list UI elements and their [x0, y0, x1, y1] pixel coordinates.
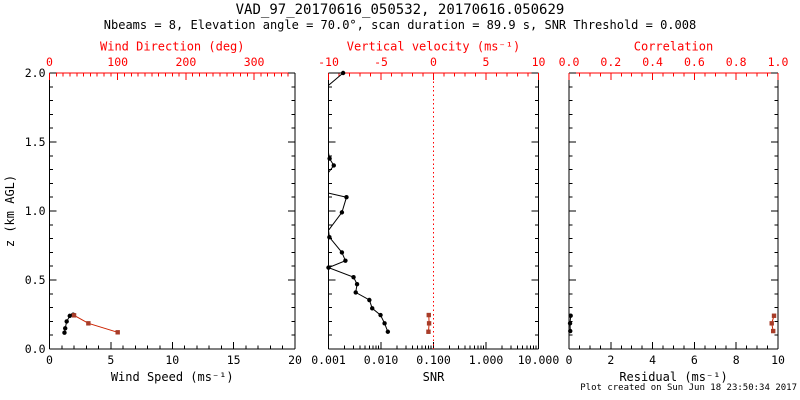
data-point-marker: [367, 297, 372, 303]
x-tick-label-top: -5: [374, 55, 388, 69]
x-tick-label-top: 0.0: [559, 55, 580, 69]
data-point-marker: [568, 328, 573, 334]
data-point-marker: [327, 235, 332, 240]
data-point-marker: [353, 290, 358, 295]
series-vertical-velocity: [426, 312, 432, 334]
x-axis-title-bottom: Wind Speed (ms⁻¹): [111, 370, 234, 384]
data-point-marker: [86, 321, 91, 326]
series-correlation: [769, 313, 777, 334]
data-point-marker: [426, 321, 432, 326]
data-point-marker: [351, 275, 356, 280]
x-tick-label-top: 0: [430, 55, 437, 69]
data-point-marker: [344, 195, 349, 200]
data-point-marker: [339, 250, 345, 255]
x-tick-label-top: 0.6: [684, 55, 705, 69]
series-line: [327, 72, 389, 332]
x-tick-label-bottom: 0: [566, 353, 573, 367]
plot-created-timestamp: Plot created on Sun Jun 18 23:50:34 2017: [580, 383, 797, 393]
series-snr-profile: [326, 70, 391, 334]
x-tick-label-top: 200: [175, 55, 196, 69]
x-tick-label-top: 0.2: [600, 55, 621, 69]
x-tick-label-bottom: 1.000: [469, 353, 504, 367]
data-point-marker: [354, 281, 360, 287]
x-tick-label-bottom: 0.001: [311, 353, 346, 367]
x-tick-label-bottom: 2: [607, 353, 614, 367]
x-axis-title-top: Vertical velocity (ms⁻¹): [347, 40, 520, 54]
data-point-marker: [370, 306, 375, 311]
x-tick-label-top: 1.0: [768, 55, 789, 69]
data-point-marker: [567, 321, 573, 326]
x-tick-label-top: 10: [532, 55, 546, 69]
y-tick-label: 0.0: [25, 342, 46, 356]
data-point-marker: [71, 313, 77, 318]
x-tick-label-bottom: 0: [46, 353, 53, 367]
plot-subtitle: Nbeams = 8, Elevation angle = 70.0°, sca…: [103, 18, 697, 32]
x-axis-title-bottom: SNR: [423, 370, 445, 384]
panel-residual: 0 2 4 6 8 10 Residual (ms⁻¹) 0.0 0.2 0.4 0.6 0.8 1.0…: [559, 40, 789, 385]
x-tick-label-bottom: 10.000: [518, 353, 560, 367]
data-point-marker: [340, 70, 346, 76]
data-point-marker: [67, 313, 72, 319]
x-tick-label-bottom: 8: [733, 353, 740, 367]
data-point-marker: [770, 328, 776, 334]
panel-wind: 0.0 0.5 1.0 1.5 2.0 z (km AGL) 0 5 10 15 20 Wind Sp…: [3, 40, 302, 385]
x-tick-label-bottom: 10: [165, 353, 179, 367]
data-point-marker: [327, 156, 332, 161]
y-tick-label: 0.5: [25, 273, 46, 287]
series-wind-direction: [71, 313, 120, 335]
plot-title: VAD_97_20170616_050532, 20170616.050629: [235, 2, 565, 18]
y-axis-title: z (km AGL): [3, 175, 17, 247]
y-tick-label: 2.0: [25, 66, 46, 80]
x-axis-title-bottom: Residual (ms⁻¹): [619, 370, 727, 384]
data-point-marker: [326, 265, 331, 270]
x-tick-label-bottom: 20: [288, 353, 302, 367]
data-point-marker: [378, 312, 383, 318]
data-point-marker: [382, 321, 387, 326]
x-tick-label-bottom: 0.100: [416, 353, 451, 367]
data-point-marker: [63, 326, 68, 331]
data-point-marker: [62, 330, 67, 335]
data-point-marker: [343, 258, 348, 263]
data-point-marker: [339, 210, 345, 215]
x-tick-label-top: 5: [483, 55, 490, 69]
x-tick-label-top: 300: [244, 55, 265, 69]
x-tick-label-top: 100: [107, 55, 128, 69]
data-point-marker: [64, 319, 69, 324]
x-tick-label-top: 0: [46, 55, 53, 69]
x-axis-title-top: Correlation: [634, 40, 713, 54]
x-tick-label-top: 0.4: [642, 55, 663, 69]
x-tick-label-bottom: 10: [771, 353, 785, 367]
data-point-marker: [331, 163, 336, 168]
data-point-marker: [385, 329, 391, 334]
x-tick-label-bottom: 4: [649, 353, 656, 367]
data-point-marker: [769, 321, 774, 326]
panel-snr: 0.001 0.010 0.100 1.000 10.000 SNR -10 -5 0 5 10 Ve…: [311, 40, 559, 385]
x-tick-label-bottom: 0.010: [364, 353, 399, 367]
series-line: [73, 314, 118, 333]
data-point-marker: [426, 312, 431, 318]
data-point-marker: [426, 329, 431, 334]
data-point-marker: [771, 313, 777, 318]
data-point-marker: [115, 330, 120, 335]
x-tick-label-bottom: 5: [107, 353, 114, 367]
x-tick-label-bottom: 6: [691, 353, 698, 367]
x-tick-label-top: -10: [318, 55, 339, 69]
x-tick-label-top: 0.8: [726, 55, 747, 69]
y-tick-label: 1.0: [25, 204, 46, 218]
y-tick-label: 1.5: [25, 135, 46, 149]
series-residual: [567, 313, 573, 334]
data-point-marker: [568, 313, 573, 318]
x-tick-label-bottom: 15: [227, 353, 241, 367]
x-axis-title-top: Wind Direction (deg): [100, 40, 245, 54]
